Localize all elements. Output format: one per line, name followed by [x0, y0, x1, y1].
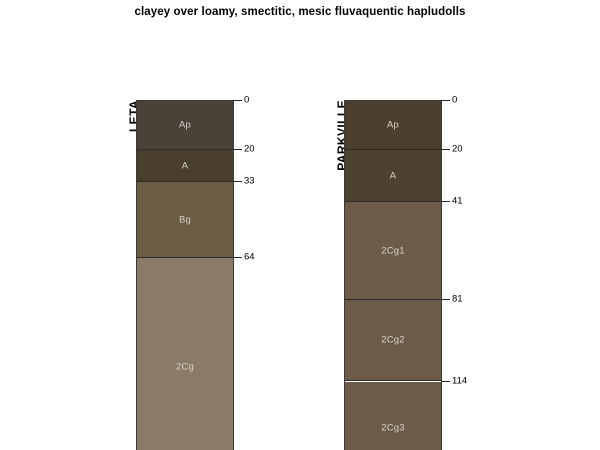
- horizon-label: Ap: [386, 119, 400, 131]
- depth-tick: [442, 299, 450, 301]
- depth-label: 20: [452, 143, 463, 155]
- depth-label: 20: [244, 143, 255, 155]
- horizon-label: 2Cg3: [381, 422, 405, 434]
- horizon-band[interactable]: Ap: [137, 101, 233, 151]
- depth-tick: [442, 200, 450, 202]
- depth-tick: [442, 100, 450, 101]
- horizon-band[interactable]: A: [137, 150, 233, 183]
- chart-title: clayey over loamy, smectitic, mesic fluv…: [134, 6, 466, 18]
- depth-tick: [234, 181, 242, 183]
- horizon-label: 2Cg1: [381, 245, 405, 257]
- horizon-label: A: [389, 170, 397, 182]
- depth-label: 81: [452, 293, 463, 305]
- horizon-label: 2Cg2: [381, 334, 405, 346]
- depth-tick: [234, 100, 242, 101]
- horizon-band[interactable]: Ap: [345, 101, 441, 151]
- depth-tick: [234, 149, 242, 151]
- horizon-band[interactable]: 2Cg1: [345, 201, 441, 301]
- depth-label: 64: [244, 251, 255, 263]
- horizon-band[interactable]: Bg: [137, 182, 233, 259]
- horizon-band[interactable]: A: [345, 150, 441, 202]
- horizon-label: 2Cg: [175, 361, 195, 373]
- horizon-band[interactable]: 2Cg2: [345, 300, 441, 382]
- depth-tick: [442, 149, 450, 151]
- profile-column: Ap A 2Cg1 2Cg2 2Cg3: [344, 100, 442, 450]
- depth-label: 0: [244, 94, 250, 106]
- depth-label: 0: [452, 94, 458, 106]
- profile-column: Ap A Bg 2Cg: [136, 100, 234, 450]
- horizon-label: Bg: [178, 214, 192, 226]
- depth-tick: [442, 380, 450, 382]
- horizon-band[interactable]: 2Cg3: [345, 381, 441, 450]
- horizon-band[interactable]: 2Cg: [137, 258, 233, 450]
- horizon-label: Ap: [178, 119, 192, 131]
- depth-label: 33: [244, 175, 255, 187]
- depth-tick: [234, 257, 242, 259]
- depth-label: 41: [452, 195, 463, 207]
- depth-label: 114: [452, 375, 468, 386]
- horizon-label: A: [181, 160, 189, 172]
